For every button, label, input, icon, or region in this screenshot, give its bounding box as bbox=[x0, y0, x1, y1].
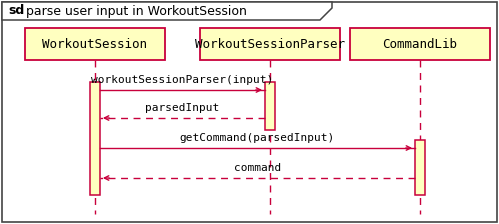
Bar bbox=[350, 28, 490, 60]
Text: sd: sd bbox=[8, 4, 24, 17]
Bar bbox=[265, 82, 275, 130]
Bar bbox=[25, 28, 165, 60]
Text: parsedInput: parsedInput bbox=[145, 103, 220, 113]
Text: getCommand(parsedInput): getCommand(parsedInput) bbox=[180, 133, 335, 143]
Text: WorkoutSessionParser: WorkoutSessionParser bbox=[195, 37, 345, 50]
Bar bbox=[200, 28, 340, 60]
Text: workoutSessionParser(input): workoutSessionParser(input) bbox=[91, 75, 273, 85]
Text: WorkoutSession: WorkoutSession bbox=[42, 37, 148, 50]
Bar bbox=[415, 140, 425, 195]
Polygon shape bbox=[2, 2, 332, 20]
Text: command: command bbox=[234, 163, 281, 173]
Bar bbox=[90, 82, 100, 195]
Text: CommandLib: CommandLib bbox=[383, 37, 458, 50]
Text: parse user input in WorkoutSession: parse user input in WorkoutSession bbox=[22, 4, 247, 17]
